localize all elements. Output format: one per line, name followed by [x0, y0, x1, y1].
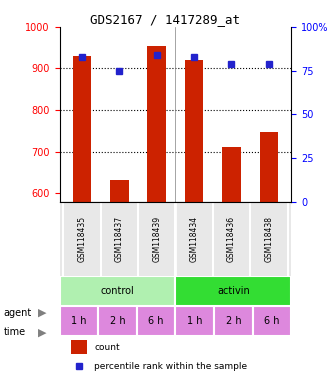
Text: GSM118434: GSM118434 — [190, 216, 199, 262]
Text: ▶: ▶ — [38, 327, 47, 337]
Bar — [60, 306, 98, 336]
Bar — [147, 46, 166, 202]
Bar — [71, 340, 87, 354]
Text: count: count — [94, 343, 120, 352]
Text: 6 h: 6 h — [148, 316, 164, 326]
Bar — [260, 132, 278, 202]
Text: 2 h: 2 h — [110, 316, 125, 326]
Text: GSM118439: GSM118439 — [152, 216, 161, 262]
Bar — [60, 276, 175, 306]
Bar — [110, 180, 129, 202]
Text: 1 h: 1 h — [71, 316, 87, 326]
Bar — [73, 56, 91, 202]
Text: 6 h: 6 h — [264, 316, 280, 326]
Bar — [222, 147, 241, 202]
Bar — [214, 306, 253, 336]
Text: percentile rank within the sample: percentile rank within the sample — [94, 362, 248, 371]
Text: time: time — [3, 327, 25, 337]
Bar — [175, 306, 214, 336]
Text: 2 h: 2 h — [225, 316, 241, 326]
Text: 1 h: 1 h — [187, 316, 203, 326]
Text: GSM118438: GSM118438 — [264, 216, 273, 262]
Text: agent: agent — [3, 308, 31, 318]
Text: GSM118436: GSM118436 — [227, 216, 236, 262]
Bar — [253, 306, 291, 336]
Text: GSM118435: GSM118435 — [77, 216, 86, 262]
Text: GDS2167 / 1417289_at: GDS2167 / 1417289_at — [90, 13, 241, 26]
Bar — [137, 306, 175, 336]
Bar — [175, 276, 291, 306]
Text: control: control — [101, 286, 134, 296]
Text: ▶: ▶ — [38, 308, 47, 318]
Text: activin: activin — [217, 286, 250, 296]
Bar — [185, 60, 204, 202]
Text: GSM118437: GSM118437 — [115, 216, 124, 262]
Bar — [98, 306, 137, 336]
